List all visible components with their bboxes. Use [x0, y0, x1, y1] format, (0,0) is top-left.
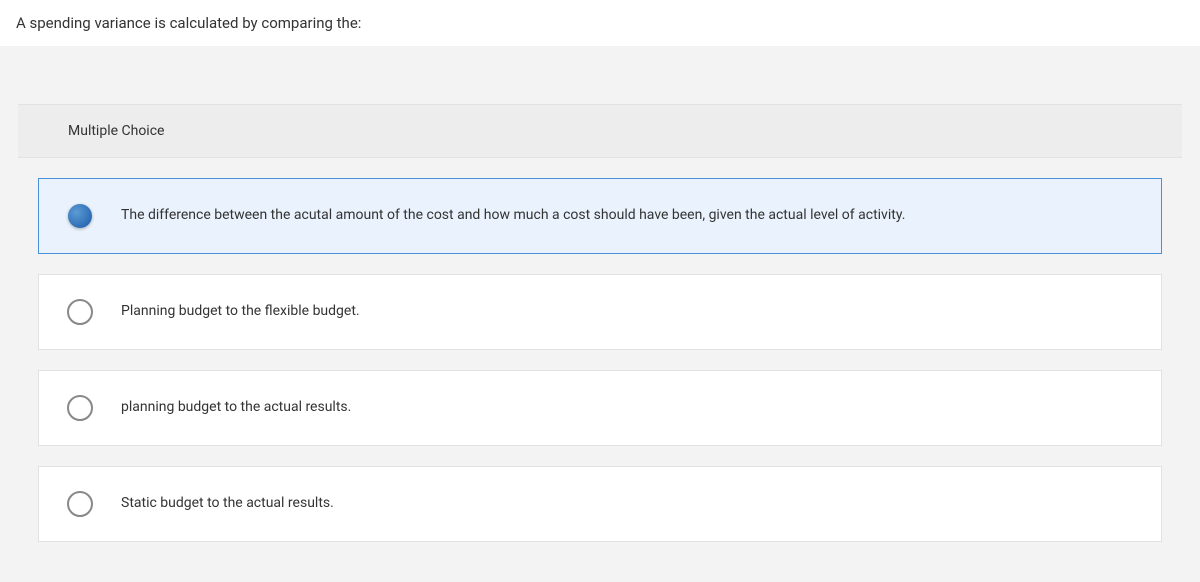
content-area: Multiple Choice The difference between t…: [0, 104, 1200, 582]
option-2[interactable]: Planning budget to the flexible budget.: [38, 274, 1162, 350]
option-text: The difference between the acutal amount…: [121, 206, 905, 226]
radio-button-icon: [67, 299, 93, 325]
option-3[interactable]: planning budget to the actual results.: [38, 370, 1162, 446]
option-text: Static budget to the actual results.: [121, 494, 334, 514]
option-text: planning budget to the actual results.: [121, 398, 351, 418]
section-label: Multiple Choice: [18, 104, 1182, 158]
radio-button-icon: [67, 395, 93, 421]
option-text: Planning budget to the flexible budget.: [121, 302, 360, 322]
question-header: A spending variance is calculated by com…: [0, 0, 1200, 46]
radio-button-selected-icon: [67, 203, 93, 229]
option-1[interactable]: The difference between the acutal amount…: [38, 178, 1162, 254]
section-label-text: Multiple Choice: [68, 123, 164, 139]
options-container: The difference between the acutal amount…: [0, 158, 1200, 582]
radio-button-icon: [67, 491, 93, 517]
option-4[interactable]: Static budget to the actual results.: [38, 466, 1162, 542]
question-text: A spending variance is calculated by com…: [16, 14, 361, 32]
